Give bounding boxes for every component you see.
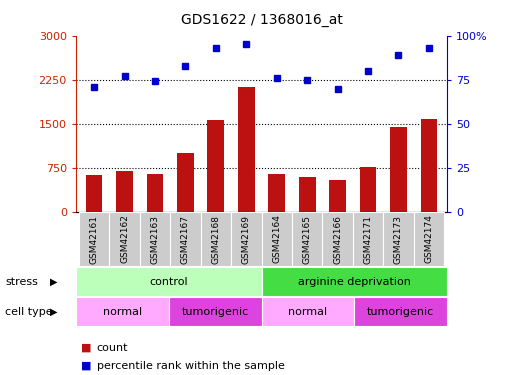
- Text: control: control: [150, 277, 188, 286]
- Text: GDS1622 / 1368016_at: GDS1622 / 1368016_at: [180, 13, 343, 27]
- Text: GSM42164: GSM42164: [272, 214, 281, 264]
- Bar: [292, 212, 322, 266]
- Bar: [329, 180, 346, 212]
- Bar: [140, 212, 170, 266]
- Bar: [322, 212, 353, 266]
- Bar: [262, 267, 447, 296]
- Text: GSM42168: GSM42168: [211, 214, 220, 264]
- Text: ▶: ▶: [50, 307, 57, 316]
- Bar: [355, 297, 447, 326]
- Text: tumorigenic: tumorigenic: [367, 307, 435, 316]
- Text: stress: stress: [5, 277, 38, 286]
- Bar: [360, 166, 377, 212]
- Text: normal: normal: [288, 307, 327, 316]
- Bar: [299, 177, 315, 212]
- Text: ■: ■: [81, 343, 92, 353]
- Bar: [116, 171, 133, 212]
- Text: GSM42169: GSM42169: [242, 214, 251, 264]
- Bar: [238, 87, 255, 212]
- Text: arginine deprivation: arginine deprivation: [298, 277, 411, 286]
- Bar: [76, 267, 262, 296]
- Bar: [170, 212, 201, 266]
- Bar: [383, 212, 414, 266]
- Bar: [146, 174, 163, 212]
- Text: GSM42161: GSM42161: [89, 214, 99, 264]
- Bar: [262, 297, 355, 326]
- Bar: [420, 119, 437, 212]
- Text: cell type: cell type: [5, 307, 53, 316]
- Bar: [262, 212, 292, 266]
- Bar: [208, 120, 224, 212]
- Bar: [168, 297, 262, 326]
- Text: ▶: ▶: [50, 277, 57, 286]
- Text: percentile rank within the sample: percentile rank within the sample: [97, 361, 285, 370]
- Bar: [109, 212, 140, 266]
- Bar: [86, 176, 103, 212]
- Text: GSM42167: GSM42167: [181, 214, 190, 264]
- Text: GSM42165: GSM42165: [303, 214, 312, 264]
- Bar: [353, 212, 383, 266]
- Bar: [79, 212, 109, 266]
- Text: GSM42171: GSM42171: [363, 214, 372, 264]
- Bar: [231, 212, 262, 266]
- Bar: [268, 174, 285, 212]
- Bar: [390, 127, 407, 212]
- Text: GSM42166: GSM42166: [333, 214, 342, 264]
- Bar: [414, 212, 444, 266]
- Text: GSM42173: GSM42173: [394, 214, 403, 264]
- Text: tumorigenic: tumorigenic: [181, 307, 249, 316]
- Text: GSM42174: GSM42174: [424, 214, 434, 264]
- Text: ■: ■: [81, 361, 92, 370]
- Bar: [76, 297, 168, 326]
- Bar: [201, 212, 231, 266]
- Bar: [177, 153, 194, 212]
- Text: GSM42163: GSM42163: [151, 214, 160, 264]
- Text: normal: normal: [103, 307, 142, 316]
- Text: count: count: [97, 343, 128, 353]
- Text: GSM42162: GSM42162: [120, 214, 129, 264]
